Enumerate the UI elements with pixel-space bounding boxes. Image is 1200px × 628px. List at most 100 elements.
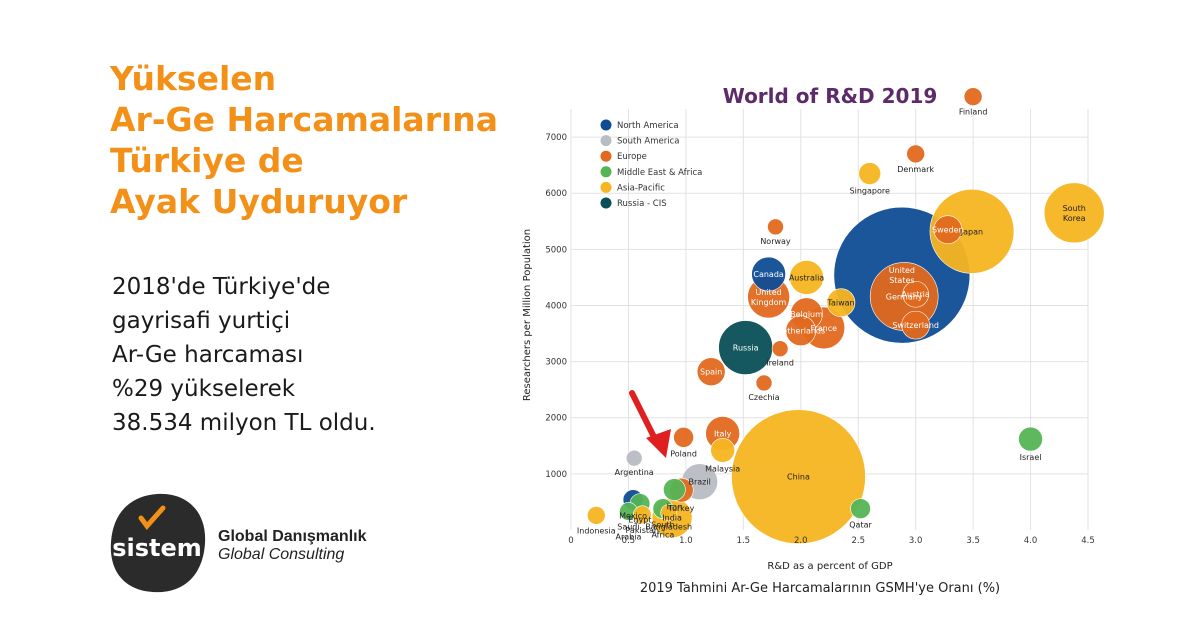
bubble-label: Bangladesh [645, 523, 692, 532]
legend-label: Asia-Pacific [617, 183, 665, 193]
bubble [901, 310, 930, 340]
y-tick-label: 6000 [545, 189, 567, 199]
legend-swatch [600, 181, 612, 193]
bubble-label: Germany [886, 292, 923, 301]
bubble [933, 215, 963, 244]
body-line: %29 yükselerek [112, 376, 296, 402]
bubble [673, 427, 694, 448]
y-axis-label: Researchers per Million Population [522, 229, 533, 401]
headline-line: Ayak Uyduruyor [110, 182, 408, 221]
legend-swatch [600, 135, 612, 147]
x-tick-label: 4.0 [1024, 536, 1038, 546]
legend-label: North America [617, 121, 679, 131]
bubble-label: Taiwan [826, 299, 854, 308]
rd-bubble-chart: North America South America Europe Middle E… [515, 60, 1115, 605]
bubble-label: Austria [902, 290, 930, 299]
x-tick-label: 4.5 [1081, 536, 1095, 546]
arrow-shaft [629, 390, 660, 446]
bubble-label: South [651, 521, 674, 530]
bubble [929, 189, 1015, 274]
x-tick-label: 1.0 [679, 536, 693, 546]
bubble-label: Belgium [790, 310, 823, 319]
logo-wordmark: sistem [112, 534, 202, 562]
legend-swatch [600, 166, 612, 178]
bubble [663, 478, 686, 501]
legend-label: Europe [617, 152, 647, 162]
x-tick-label: 3.5 [966, 536, 980, 546]
bubble-label: Argentina [615, 468, 654, 477]
bubble-label: Russia [733, 344, 759, 353]
y-tick-label: 2000 [545, 414, 567, 424]
chart-bubbles [586, 87, 1105, 544]
bubble-label: Pakistan [625, 526, 659, 535]
bubble-label: Australia [789, 273, 824, 282]
bubble [785, 315, 817, 347]
legend-swatch [600, 197, 612, 209]
body-line: 38.534 milyon TL oldu. [112, 410, 376, 436]
bubble [826, 288, 856, 317]
bubble-label: Denmark [897, 165, 934, 174]
bubble-label: Kingdom [751, 298, 787, 307]
bubble-label: Arabia [616, 532, 642, 541]
highlight-arrow [629, 390, 671, 458]
bubble [902, 280, 929, 308]
bubble-label: Saudi [617, 522, 639, 531]
y-axis-ticks: 1000 2000 3000 4000 5000 6000 7000 [545, 133, 567, 480]
bubble [1018, 426, 1043, 452]
company-name: Global Danışmanlık Global Consulting [218, 528, 366, 564]
y-tick-label: 4000 [545, 301, 567, 311]
bubble-label: India [662, 514, 682, 523]
bubble [906, 144, 925, 164]
headline-line: Ar-Ge Harcamalarına [110, 100, 499, 139]
bubble-label: United [755, 288, 781, 297]
bubble [731, 409, 866, 544]
bubble-label: Malaysia [705, 464, 740, 473]
logo-blob-shape [110, 493, 206, 593]
company-name-tr: Global Danışmanlık [218, 528, 367, 545]
bubble [755, 374, 773, 392]
bubble-label: China [787, 473, 810, 482]
bubble-label: Norway [760, 237, 791, 246]
sistem-logo: sistem [110, 493, 206, 593]
bubble-label: Czechia [748, 393, 779, 402]
x-axis-label: R&D as a percent of GDP [767, 561, 892, 572]
company-name-en: Global Consulting [218, 546, 345, 563]
y-tick-label: 3000 [545, 358, 567, 368]
bubble-label: Canada [753, 270, 784, 279]
bubble-label: France [810, 324, 837, 333]
x-tick-label: 3.0 [909, 536, 923, 546]
bubble [751, 256, 786, 292]
bubble-label: Korea [1063, 214, 1086, 223]
bubble [660, 504, 677, 521]
bubble [850, 498, 871, 519]
body-line: gayrisafi yurtiçi [112, 308, 291, 334]
arrow-head-icon [646, 429, 671, 458]
y-tick-label: 7000 [545, 133, 567, 143]
bubble [858, 162, 882, 185]
body-text: 2018'de Türkiye'de gayrisafi yurtiçi Ar-… [112, 270, 376, 440]
bubble [771, 340, 789, 357]
bubble-label: Netherlands [776, 327, 825, 336]
y-tick-label: 5000 [545, 245, 567, 255]
bubble-label: Israel [1020, 453, 1042, 462]
bubble-label: Italy [714, 429, 732, 438]
bubble [963, 87, 983, 106]
chart-svg: North America South America Europe Middle E… [522, 84, 1105, 572]
bubble-label: Finland [959, 108, 988, 117]
bubble-label: Turkey [667, 504, 694, 513]
bubble [625, 449, 643, 467]
bubble [789, 260, 824, 295]
x-tick-label: 2.5 [851, 536, 865, 546]
bubble-label: Mexico [619, 512, 647, 521]
logo-check-icon [138, 505, 166, 530]
bubble [696, 357, 726, 387]
bubble-label: Poland [670, 449, 697, 458]
bubble-label: Ireland [766, 359, 794, 368]
x-axis-ticks: 0 0.5 1.0 1.5 2.0 2.5 3.0 3.5 4.0 4.5 [568, 536, 1094, 546]
legend-label: South America [617, 137, 679, 147]
bubble-label: Japan [960, 227, 983, 236]
bubble-label: Sweden [932, 226, 964, 235]
bubble [586, 506, 606, 525]
y-tick-label: 1000 [545, 470, 567, 480]
bubble-label: Brazil [689, 478, 711, 487]
